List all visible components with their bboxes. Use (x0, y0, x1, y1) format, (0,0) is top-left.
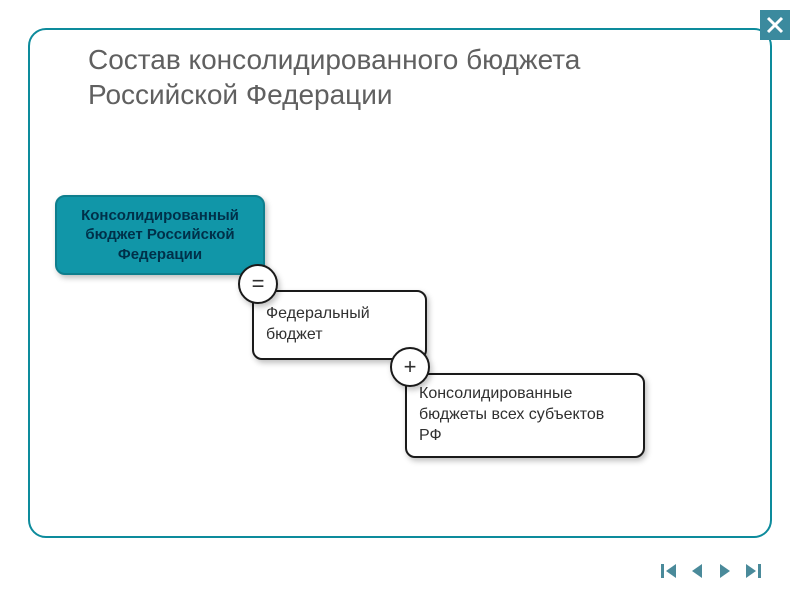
node-subjects: Консолидированные бюджеты всех субъектов… (405, 373, 645, 458)
page-title: Состав консолидированного бюджета Россий… (88, 42, 708, 112)
nav-controls (658, 560, 764, 582)
close-icon (765, 15, 785, 35)
skip-first-icon (659, 561, 679, 581)
operator-plus: + (390, 347, 430, 387)
nav-last-button[interactable] (742, 560, 764, 582)
operator-equals: = (238, 264, 278, 304)
node-consolidated: Консолидированный бюджет Российской Феде… (55, 195, 265, 275)
nav-first-button[interactable] (658, 560, 680, 582)
nav-next-button[interactable] (714, 560, 736, 582)
nav-prev-button[interactable] (686, 560, 708, 582)
close-button[interactable] (760, 10, 790, 40)
chevron-right-icon (715, 561, 735, 581)
skip-last-icon (743, 561, 763, 581)
node-federal-label: Федеральный бюджет (266, 304, 413, 346)
chevron-left-icon (687, 561, 707, 581)
node-consolidated-label: Консолидированный бюджет Российской Феде… (57, 202, 263, 269)
node-subjects-label: Консолидированные бюджеты всех субъектов… (419, 384, 631, 446)
